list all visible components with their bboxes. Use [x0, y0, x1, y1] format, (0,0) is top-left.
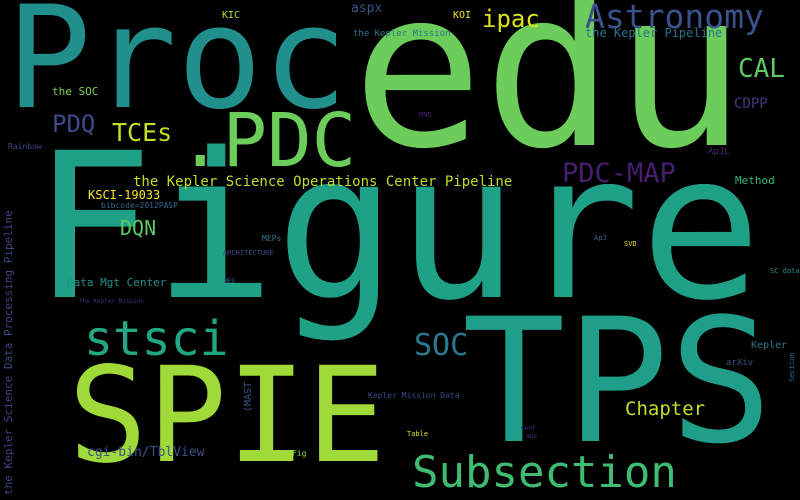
word-pdc: .PDC [178, 98, 357, 184]
word-mast: (MAST [243, 381, 254, 412]
word-mno: MNO [419, 111, 432, 119]
word-svd: SVD [624, 240, 637, 248]
word-data-mgt-center: Data Mgt Center [67, 276, 167, 289]
word-bibcode: bibcode=2012PASP [101, 201, 179, 210]
word-figure: Figure [32, 109, 762, 345]
word-proc: Proc [6, 0, 348, 141]
word-pdc-map: PDC-MAP [562, 158, 676, 189]
word-kepler-mission-data: Kepler Mission Data [368, 391, 460, 400]
word-fig: Fig [292, 449, 307, 458]
word-soc: SOC [414, 328, 469, 363]
word-meps: MEPs [262, 234, 282, 243]
word-architecture: ARCHITECTURE [223, 249, 274, 257]
word-ipac: ipac [482, 5, 540, 33]
word-kepler: Kepler [751, 340, 788, 351]
word-pdq: PDQ [52, 110, 96, 138]
word-mes: MES [224, 278, 235, 285]
word-the-kepler-mission-2: The Kepler Mission [79, 298, 145, 305]
word-ksci-19033: KSCI-19033 [88, 188, 161, 202]
word-rainbow: Rainbow [8, 142, 42, 151]
word-arxiv: arXiv [726, 358, 754, 368]
word-dqn: DQN [120, 216, 157, 240]
word-tps: TPS [462, 281, 773, 482]
word-koi: KOI [453, 10, 472, 21]
word-conf: Conf [521, 425, 536, 432]
word-the-kepler-pipeline: the Kepler Pipeline [585, 26, 723, 40]
word-table: Table [407, 430, 429, 438]
word-edu: edu [352, 0, 746, 197]
word-the-kepler-mission: the Kepler Mission [353, 29, 451, 39]
word-subsection: Subsection [412, 447, 677, 498]
word-apjl: ApJL [708, 147, 730, 157]
word-method: Method [735, 174, 775, 187]
word-app: app [526, 433, 537, 440]
word-sc-data: SC data [770, 267, 800, 275]
word-cdpp: CDPP [734, 96, 768, 112]
word-kepler-science-data-pipeline: the Kepler Science Data Processing Pipel… [2, 210, 15, 495]
word-chapter: Chapter [625, 398, 706, 420]
word-the-soc: the SOC [52, 85, 99, 98]
word-spie: SPIE [68, 339, 386, 493]
word-kepler-soc-pipeline: the Kepler Science Operations Center Pip… [133, 174, 513, 190]
word-tces: TCEs [112, 118, 173, 147]
word-section: Section [788, 352, 796, 382]
word-stsci: stsci [84, 311, 229, 367]
word-astronomy: Astronomy [585, 0, 764, 36]
word-kic: KIC [222, 10, 241, 21]
word-aspx: aspx [351, 1, 383, 16]
word-apj: ApJ [594, 234, 607, 242]
word-cal: CAL [738, 54, 785, 84]
word-cgi-bin-tblview: cgi-bin/TblView [87, 445, 205, 460]
